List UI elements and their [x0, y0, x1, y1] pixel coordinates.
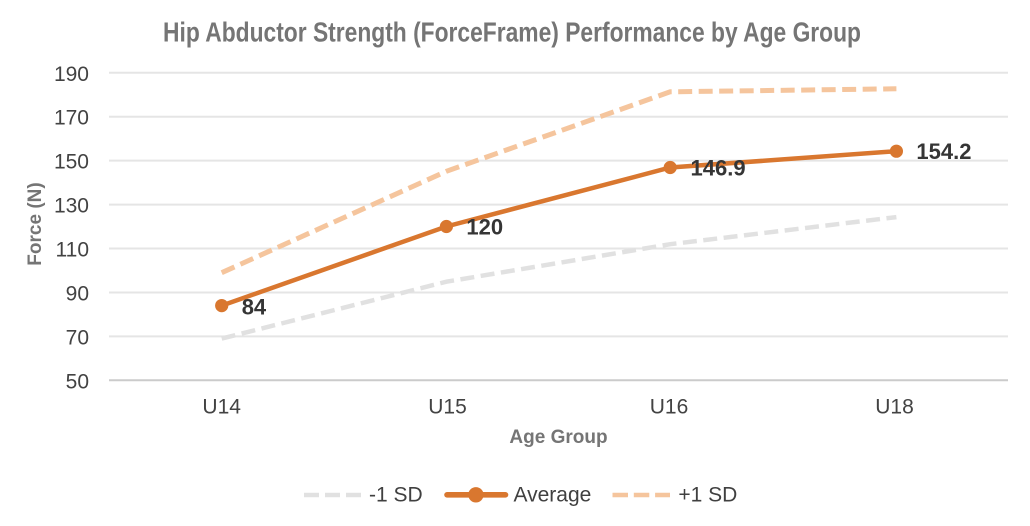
- svg-text:154.2: 154.2: [916, 139, 971, 164]
- svg-text:U18: U18: [875, 396, 914, 419]
- svg-text:70: 70: [66, 326, 89, 349]
- svg-text:U15: U15: [428, 396, 467, 419]
- svg-text:-1 SD: -1 SD: [369, 484, 423, 507]
- svg-text:Age Group: Age Group: [509, 427, 607, 448]
- svg-text:146.9: 146.9: [691, 156, 746, 181]
- svg-text:190: 190: [54, 63, 89, 86]
- svg-text:170: 170: [54, 107, 89, 130]
- svg-text:84: 84: [242, 295, 267, 320]
- svg-text:50: 50: [66, 370, 89, 393]
- svg-text:Hip Abductor Strength (ForceFr: Hip Abductor Strength (ForceFrame) Perfo…: [163, 17, 861, 48]
- svg-text:+1 SD: +1 SD: [678, 484, 737, 507]
- svg-text:120: 120: [466, 215, 503, 240]
- svg-text:Average: Average: [514, 484, 592, 507]
- svg-text:U16: U16: [650, 396, 689, 419]
- svg-text:Force (N): Force (N): [25, 182, 46, 265]
- svg-text:U14: U14: [202, 396, 241, 419]
- svg-text:150: 150: [54, 151, 89, 174]
- svg-text:130: 130: [54, 195, 89, 218]
- svg-text:110: 110: [56, 239, 89, 262]
- svg-text:90: 90: [66, 283, 89, 306]
